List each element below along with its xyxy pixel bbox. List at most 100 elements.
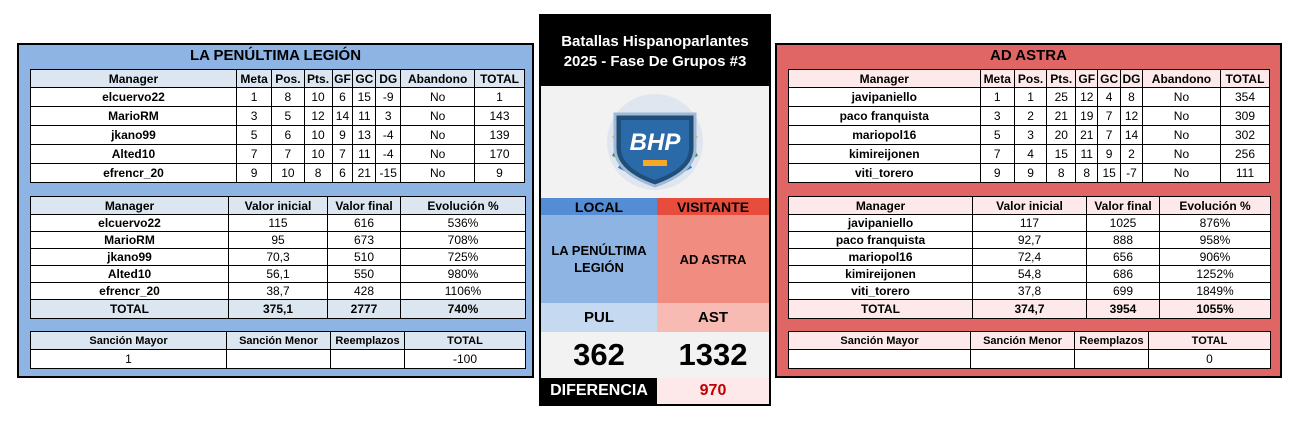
valor-inicial-cell: 54,8 [972, 265, 1087, 283]
bhp-logo: BHP [541, 86, 769, 198]
difference-label: DIFERENCIA [541, 378, 657, 404]
table-row: viti_torero 37,8 699 1849% [788, 282, 1271, 300]
evolucion-cell: 980% [400, 265, 526, 283]
total-cell: 143 [474, 106, 525, 126]
col-valor-final: Valor final [1086, 196, 1160, 215]
right-values-table: Manager Valor inicial Valor final Evoluc… [788, 196, 1271, 319]
manager-cell: efrencr_20 [30, 163, 237, 183]
valor-final-cell: 616 [327, 214, 401, 232]
abandono-cell: No [1141, 106, 1222, 126]
total-cell: 111 [1220, 163, 1270, 183]
pos-cell: 4 [1013, 144, 1048, 164]
gf-cell: 7 [331, 144, 354, 164]
meta-cell: 5 [979, 125, 1015, 145]
evolucion-cell: 725% [400, 248, 526, 266]
pts-cell: 12 [303, 106, 333, 126]
abandono-cell: No [1141, 125, 1222, 145]
gc-cell: 15 [352, 87, 377, 107]
valor-final-cell: 550 [327, 265, 401, 283]
dg-cell: -15 [375, 163, 402, 183]
col-meta: Meta [235, 69, 273, 88]
evolucion-cell: 1849% [1159, 282, 1271, 300]
table-row: elcuervo22 1 8 10 6 15 -9 No 1 [30, 87, 525, 107]
abandono-cell: No [400, 144, 476, 164]
table-row: paco franquista 92,7 888 958% [788, 231, 1271, 249]
right-standings-table: Manager Meta Pos. Pts. GF GC DG Abandono… [788, 69, 1270, 183]
dg-cell: 8 [1120, 87, 1143, 107]
left-standings-table: Manager Meta Pos. Pts. GF GC DG Abandono… [30, 69, 525, 183]
table-row: javipaniello 117 1025 876% [788, 214, 1271, 232]
col-pos: Pos. [1013, 69, 1048, 88]
table-row: efrencr_20 38,7 428 1106% [30, 282, 526, 300]
visitor-score: 1332 [657, 332, 769, 378]
gf-cell: 12 [1075, 87, 1099, 107]
table-row: kimireijonen 54,8 686 1252% [788, 265, 1271, 283]
left-team-panel: LA PENÚLTIMA LEGIÓN Manager Meta Pos. Pt… [17, 43, 534, 378]
pos-cell: 8 [271, 87, 305, 107]
total-valor-final-cell: 3954 [1086, 299, 1160, 319]
total-cell: 256 [1220, 144, 1270, 164]
total-label-cell: TOTAL [30, 299, 229, 319]
gf-cell: 6 [331, 163, 354, 183]
total-cell: 170 [474, 144, 525, 164]
valor-inicial-cell: 115 [228, 214, 328, 232]
gf-cell: 21 [1075, 125, 1099, 145]
col-total: TOTAL [1148, 331, 1271, 350]
total-cell: 1 [474, 87, 525, 107]
table-row: 1 -100 [30, 349, 526, 369]
valor-final-cell: 673 [327, 231, 401, 249]
meta-cell: 7 [235, 144, 273, 164]
total-label-cell: TOTAL [788, 299, 973, 319]
manager-cell: kimireijonen [788, 265, 973, 283]
pts-cell: 21 [1046, 106, 1077, 126]
pos-cell: 3 [1013, 125, 1048, 145]
manager-cell: jkano99 [30, 125, 237, 145]
valor-inicial-cell: 70,3 [228, 248, 328, 266]
meta-cell: 1 [235, 87, 273, 107]
abandono-cell: No [400, 106, 476, 126]
col-reemplazos: Reemplazos [1074, 331, 1149, 350]
competition-header: Batallas Hispanoparlantes 2025 - Fase De… [541, 16, 769, 86]
total-cell: 309 [1220, 106, 1270, 126]
total-cell: 302 [1220, 125, 1270, 145]
gc-cell: 11 [352, 106, 377, 126]
col-gc: GC [1097, 69, 1122, 88]
difference-value: 970 [657, 378, 769, 404]
total-valor-inicial-cell: 375,1 [228, 299, 328, 319]
pos-cell: 10 [271, 163, 305, 183]
pos-cell: 9 [1013, 163, 1048, 183]
col-manager: Manager [788, 196, 973, 215]
meta-cell: 9 [235, 163, 273, 183]
sanction-total-cell: 0 [1148, 349, 1271, 369]
col-abandono: Abandono [400, 69, 476, 88]
total-evolucion-cell: 1055% [1159, 299, 1271, 319]
logo-text: BHP [630, 129, 682, 156]
manager-cell: paco franquista [788, 231, 973, 249]
bhp-shield-icon: BHP [607, 94, 703, 190]
table-row: Alted10 7 7 10 7 11 -4 No 170 [30, 144, 525, 164]
local-score: 362 [541, 332, 657, 378]
gc-cell: 9 [1097, 144, 1122, 164]
meta-cell: 1 [979, 87, 1015, 107]
sancion-menor-cell [226, 349, 331, 369]
col-valor-final: Valor final [327, 196, 401, 215]
pts-cell: 10 [303, 87, 333, 107]
table-row: paco franquista 3 2 21 19 7 12 No 309 [788, 106, 1270, 126]
evolucion-cell: 1252% [1159, 265, 1271, 283]
col-pts: Pts. [1046, 69, 1077, 88]
manager-cell: paco franquista [788, 106, 981, 126]
right-sanctions-table: Sanción Mayor Sanción Menor Reemplazos T… [788, 331, 1271, 369]
dg-cell: -4 [375, 125, 402, 145]
manager-cell: javipaniello [788, 214, 973, 232]
valor-final-cell: 686 [1086, 265, 1160, 283]
col-sancion-mayor: Sanción Mayor [30, 331, 227, 350]
valor-inicial-cell: 72,4 [972, 248, 1087, 266]
abandono-cell: No [400, 87, 476, 107]
col-valor-inicial: Valor inicial [972, 196, 1087, 215]
table-row: viti_torero 9 9 8 8 15 -7 No 111 [788, 163, 1270, 183]
col-sancion-menor: Sanción Menor [970, 331, 1075, 350]
valor-final-cell: 656 [1086, 248, 1160, 266]
col-gf: GF [1075, 69, 1099, 88]
dg-cell: -9 [375, 87, 402, 107]
dg-cell: 12 [1120, 106, 1143, 126]
